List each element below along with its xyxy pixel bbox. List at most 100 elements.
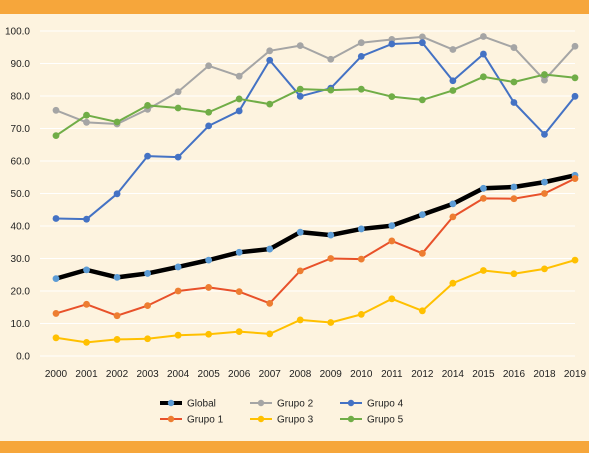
data-point	[327, 86, 335, 94]
data-point	[327, 255, 335, 262]
legend-marker	[347, 415, 355, 423]
series-grupo-1	[52, 175, 579, 320]
data-point	[266, 56, 274, 64]
y-axis-ticks: 0.0 10.0 20.0 30.0 40.0 50.0 60.0 70.0 80.0 90.0 1…	[5, 27, 30, 363]
line-chart: 0.0 10.0 20.0 30.0 40.0 50.0 60.0 70.0 80.0 90.0 1…	[5, 27, 587, 426]
x-tick-label: 2011	[381, 369, 403, 380]
y-tick-label: 50.0	[11, 189, 31, 200]
data-point	[571, 42, 579, 50]
data-point	[113, 273, 121, 281]
data-point	[357, 225, 365, 233]
data-point	[541, 130, 548, 138]
data-point	[327, 55, 335, 63]
data-point	[449, 87, 457, 94]
data-point	[83, 338, 90, 346]
data-point	[235, 248, 243, 256]
data-point	[144, 335, 151, 343]
series-line	[55, 35, 576, 125]
x-tick-label: 2009	[320, 369, 343, 380]
data-point	[235, 95, 243, 103]
series-grupo-5	[52, 71, 579, 140]
series-line	[55, 73, 576, 137]
x-tick-label: 2005	[198, 369, 221, 380]
data-point	[205, 256, 213, 264]
legend-marker	[167, 399, 175, 407]
data-point	[480, 33, 487, 40]
legend: Global Grupo 1 Grupo 2 Grupo 3 Grupo 4 Grupo …	[160, 399, 404, 426]
data-point	[510, 195, 518, 203]
data-point	[541, 178, 548, 186]
x-tick-label: 2007	[259, 369, 282, 380]
data-point	[144, 270, 151, 277]
series-lines	[52, 33, 579, 346]
y-tick-label: 10.0	[11, 319, 31, 330]
legend-item: Grupo 2	[250, 399, 314, 410]
data-point	[266, 245, 274, 253]
data-point	[418, 39, 426, 47]
legend-marker	[257, 415, 265, 423]
legend-label: Grupo 5	[367, 415, 404, 426]
data-point	[144, 302, 151, 310]
data-point	[52, 334, 60, 342]
data-point	[174, 331, 182, 339]
x-tick-label: 2019	[564, 369, 587, 380]
data-point	[327, 231, 335, 239]
x-tick-label: 2014	[442, 369, 465, 380]
data-point	[296, 42, 304, 50]
data-point	[83, 118, 90, 126]
data-point	[174, 104, 182, 112]
data-point	[235, 107, 243, 115]
data-point	[52, 275, 60, 283]
data-point	[205, 108, 213, 116]
legend-item: Grupo 3	[250, 415, 314, 426]
y-tick-label: 70.0	[11, 124, 31, 135]
y-tick-label: 20.0	[11, 287, 31, 298]
series-global	[52, 171, 579, 283]
series-line	[55, 173, 576, 281]
data-point	[449, 46, 457, 53]
data-point	[83, 215, 90, 223]
data-point	[571, 256, 579, 264]
series-line	[55, 259, 576, 344]
data-point	[357, 311, 365, 318]
y-tick-label: 60.0	[11, 157, 31, 168]
data-point	[449, 200, 457, 208]
data-point	[388, 237, 396, 245]
data-point	[174, 263, 182, 271]
data-point	[418, 33, 426, 41]
series-line	[55, 177, 576, 317]
data-point	[113, 118, 121, 126]
x-tick-label: 2003	[136, 369, 159, 380]
data-point	[388, 40, 396, 48]
data-point	[144, 152, 151, 160]
data-point	[235, 328, 243, 336]
data-point	[480, 194, 487, 202]
top-band	[0, 0, 589, 14]
data-point	[174, 153, 182, 161]
x-tick-label: 2002	[106, 369, 129, 380]
data-point	[296, 92, 304, 100]
x-tick-label: 2010	[350, 369, 373, 380]
data-point	[52, 132, 60, 140]
y-tick-label: 100.0	[5, 27, 30, 38]
legend-label: Global	[187, 399, 216, 410]
data-point	[571, 92, 579, 100]
data-point	[113, 190, 121, 198]
data-point	[205, 330, 213, 338]
series-line	[55, 41, 576, 221]
legend-marker	[347, 399, 355, 407]
legend-item: Grupo 4	[340, 399, 404, 410]
data-point	[266, 330, 274, 338]
data-point	[510, 183, 518, 191]
data-point	[541, 265, 548, 273]
data-point	[327, 319, 335, 326]
data-point	[296, 85, 304, 93]
legend-label: Grupo 1	[187, 415, 224, 426]
data-point	[571, 175, 579, 182]
data-point	[83, 111, 90, 119]
legend-item: Global	[160, 399, 216, 410]
data-point	[449, 77, 457, 85]
legend-label: Grupo 4	[367, 399, 404, 410]
data-point	[480, 184, 487, 192]
data-point	[296, 228, 304, 236]
